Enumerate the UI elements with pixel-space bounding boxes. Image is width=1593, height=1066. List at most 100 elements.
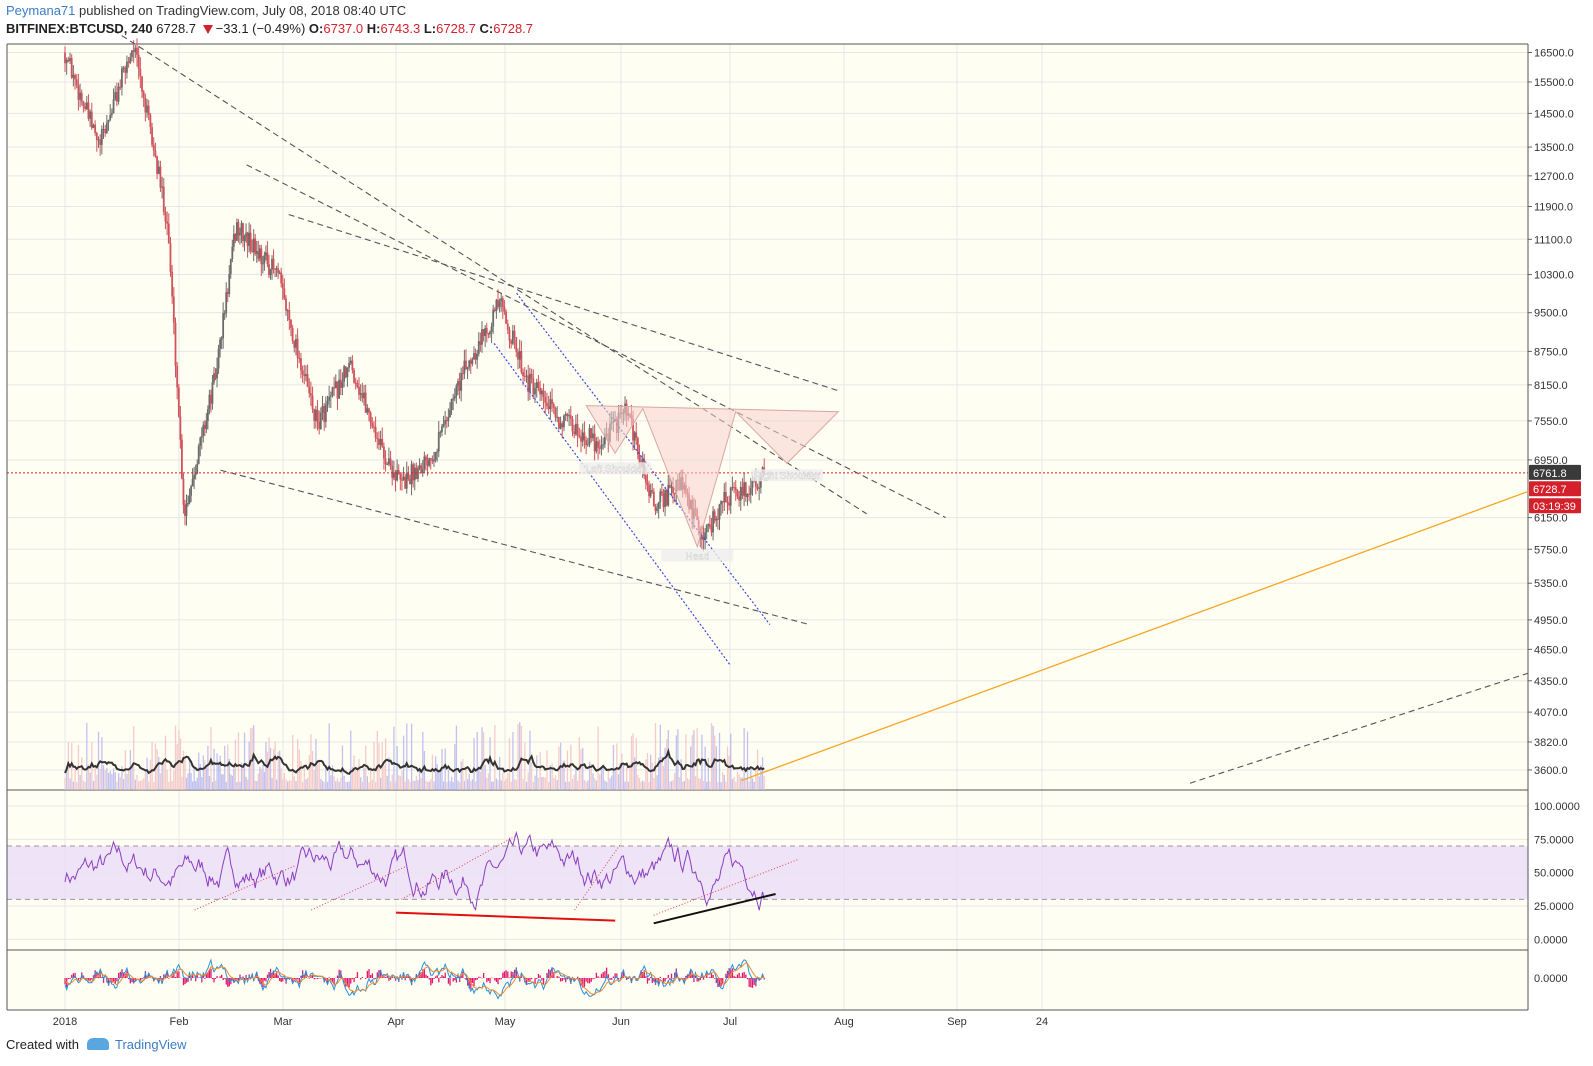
volume-bar	[524, 742, 526, 790]
candle-body	[733, 487, 735, 489]
candle-body	[229, 259, 232, 275]
volume-bar	[537, 777, 540, 790]
high-value: 6743.3	[380, 21, 421, 36]
volume-bar	[542, 776, 545, 790]
macd-histogram-bar	[373, 978, 375, 980]
candle-body	[184, 504, 186, 516]
candle-body	[147, 105, 150, 115]
volume-bar	[84, 781, 86, 790]
volume-bar	[91, 742, 93, 790]
candle-body	[436, 451, 439, 453]
macd-histogram-bar	[457, 976, 459, 978]
macd-histogram-bar	[515, 967, 517, 978]
candle-body	[182, 478, 185, 505]
candle-body	[94, 124, 97, 133]
volume-bar	[717, 781, 719, 790]
volume-bar	[102, 765, 105, 790]
volume-bar	[321, 780, 324, 790]
time-axis-label: Sep	[947, 1016, 967, 1028]
volume-bar	[423, 751, 426, 790]
tradingview-link[interactable]: TradingView	[114, 1037, 187, 1052]
candle-body	[463, 360, 466, 374]
macd-histogram-bar	[667, 975, 669, 978]
candle-body	[313, 409, 316, 421]
candle-body	[506, 323, 509, 330]
macd-histogram-bar	[166, 970, 168, 978]
macd-histogram-bar	[740, 976, 742, 978]
volume-bar	[571, 778, 574, 790]
volume-bar	[534, 775, 536, 790]
candle-body	[503, 307, 506, 312]
macd-histogram-bar	[595, 972, 598, 978]
volume-bar	[637, 774, 639, 790]
volume-bar	[575, 766, 577, 790]
pattern-label-bg	[751, 469, 823, 482]
volume-bar	[436, 764, 438, 790]
volume-bar	[450, 776, 453, 790]
candle-body	[265, 252, 267, 256]
candle-body	[361, 393, 364, 399]
candle-body	[321, 405, 324, 413]
macd-histogram-bar	[731, 968, 734, 978]
price-axis-label: 6950.0	[1534, 455, 1568, 467]
macd-histogram-bar	[407, 976, 410, 978]
volume-bar	[428, 781, 430, 790]
macd-histogram-bar	[351, 978, 354, 980]
candle-body	[500, 298, 503, 302]
macd-histogram-bar	[706, 973, 708, 978]
candle-body	[569, 415, 572, 419]
rsi-axis-label: 0.0000	[1534, 934, 1568, 946]
candle-body	[272, 258, 275, 269]
volume-bar	[64, 777, 66, 790]
candle-body	[333, 387, 336, 389]
macd-histogram-bar	[712, 974, 714, 978]
candle-body	[482, 329, 485, 337]
candle-body	[359, 393, 362, 395]
candle-body	[219, 339, 221, 349]
volume-bar	[340, 777, 342, 790]
author-link[interactable]: Peymana71	[6, 3, 76, 18]
candle-body	[69, 57, 71, 62]
candle-body	[495, 299, 498, 312]
candle-body	[586, 444, 589, 446]
candle-body	[649, 490, 652, 497]
volume-bar	[290, 780, 292, 790]
volume-bar	[442, 781, 445, 790]
macd-histogram-bar	[384, 977, 387, 978]
candle-body	[513, 330, 516, 338]
volume-bar	[688, 779, 690, 790]
candle-body	[461, 373, 464, 375]
macd-histogram-bar	[72, 973, 75, 978]
volume-bar	[627, 781, 629, 790]
candle-body	[672, 486, 674, 493]
candle-body	[164, 212, 167, 222]
volume-bar	[426, 781, 429, 790]
volume-bar	[272, 748, 275, 790]
volume-bar	[94, 766, 96, 790]
volume-bar	[664, 747, 666, 790]
price-axis-label: 10300.0	[1534, 270, 1574, 282]
candle-body	[211, 382, 214, 404]
candle-body	[275, 268, 278, 270]
volume-bar	[761, 757, 764, 790]
volume-bar	[674, 772, 676, 790]
volume-bar	[646, 753, 649, 790]
volume-bar	[363, 767, 365, 790]
candle-body	[358, 386, 360, 395]
volume-bar	[257, 773, 259, 790]
volume-bar	[128, 770, 130, 790]
candle-body	[323, 405, 326, 422]
candle-body	[487, 333, 490, 335]
down-arrow-icon	[202, 25, 213, 34]
macd-histogram-bar	[556, 976, 558, 978]
candle-body	[484, 327, 487, 337]
volume-bar	[185, 777, 188, 790]
price-axis-label: 3820.0	[1534, 737, 1568, 749]
volume-bar	[751, 778, 754, 790]
volume-bar	[519, 722, 521, 790]
macd-histogram-bar	[546, 972, 548, 978]
volume-bar	[303, 764, 305, 790]
macd-histogram-bar	[69, 978, 71, 980]
volume-bar	[527, 772, 529, 790]
